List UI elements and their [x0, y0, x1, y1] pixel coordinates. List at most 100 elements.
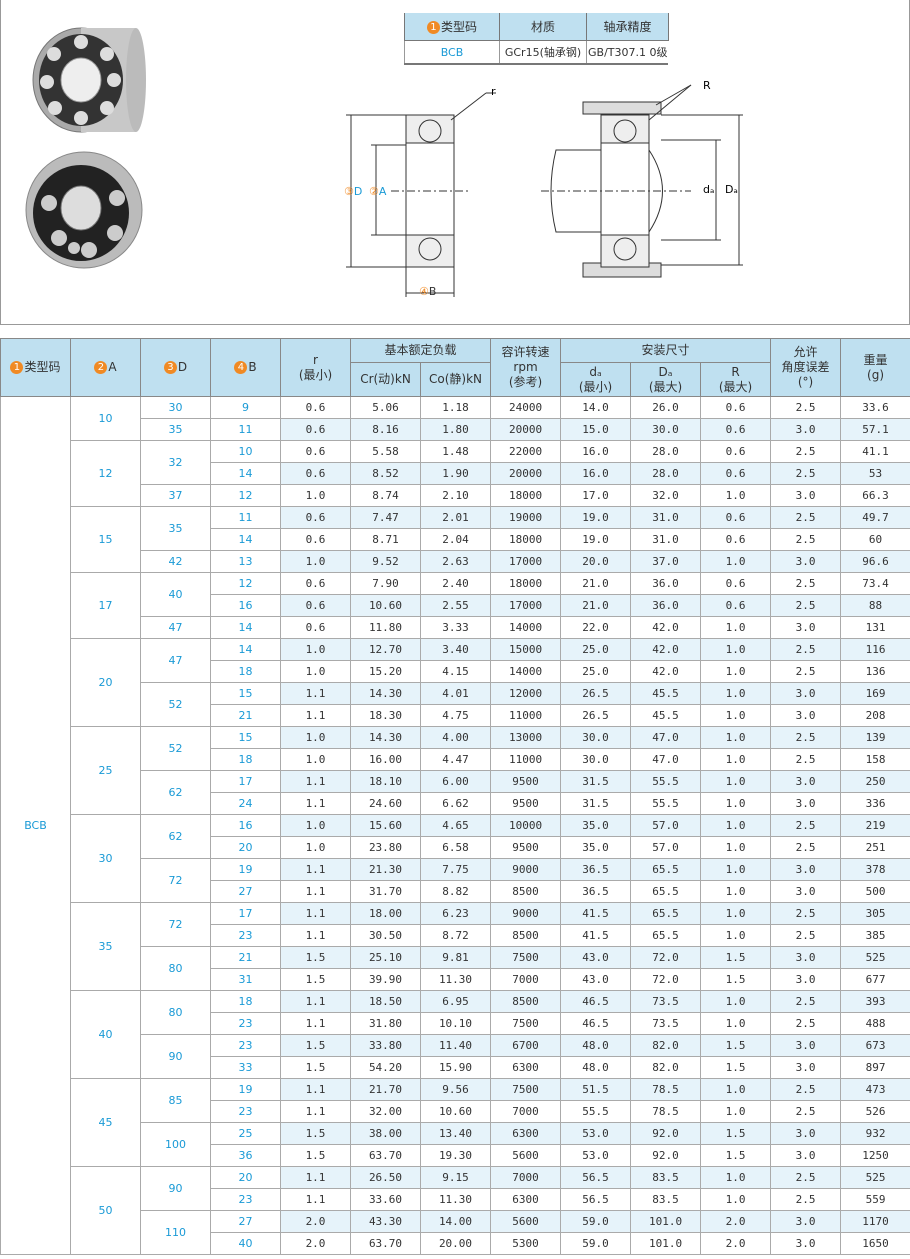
cell-angle: 3.0 [770, 616, 842, 639]
cell-da: 56.5 [560, 1166, 632, 1189]
cell-R: 1.0 [700, 858, 772, 881]
cell-A: 10 [70, 396, 141, 441]
cell-speed: 14000 [490, 660, 562, 683]
bearing-photo-front [25, 151, 143, 269]
cell-Da: 57.0 [630, 836, 702, 859]
cell-r: 0.6 [280, 462, 351, 485]
cell-weight: 677 [840, 968, 910, 991]
cell-B: 16 [210, 814, 281, 837]
cell-R: 1.0 [700, 484, 772, 507]
cell-Da: 65.5 [630, 902, 702, 925]
cell-angle: 2.5 [770, 638, 842, 661]
cell-da: 59.0 [560, 1210, 632, 1233]
cell-angle: 2.5 [770, 814, 842, 837]
cell-speed: 18000 [490, 528, 562, 551]
cell-co: 4.01 [419, 682, 492, 705]
cell-angle: 3.0 [770, 792, 842, 815]
cell-co: 3.40 [419, 638, 492, 661]
cell-weight: 96.6 [840, 550, 910, 573]
cell-speed: 5600 [490, 1210, 562, 1233]
cell-Da: 73.5 [630, 990, 702, 1013]
cell-cr: 18.50 [350, 990, 421, 1013]
cell-R: 0.6 [700, 572, 772, 595]
cell-R: 0.6 [700, 528, 772, 551]
cell-Da: 31.0 [630, 528, 702, 551]
cell-weight: 1650 [840, 1232, 910, 1255]
cell-co: 2.55 [419, 594, 492, 617]
cell-cr: 39.90 [350, 968, 421, 991]
cell-r: 1.1 [280, 1012, 351, 1035]
cell-weight: 169 [840, 682, 910, 705]
cell-r: 0.6 [280, 396, 351, 419]
cell-D: 72 [140, 858, 211, 903]
cell-Da: 45.5 [630, 682, 702, 705]
label-Da: Dₐ [725, 183, 738, 196]
cell-co: 6.23 [419, 902, 492, 925]
cell-Da: 26.0 [630, 396, 702, 419]
cell-Da: 36.0 [630, 572, 702, 595]
cell-A: 17 [70, 572, 141, 639]
cell-angle: 2.5 [770, 1100, 842, 1123]
cell-co: 11.30 [419, 1188, 492, 1211]
cell-speed: 7500 [490, 946, 562, 969]
cell-D: 52 [140, 726, 211, 771]
cell-da: 48.0 [560, 1056, 632, 1079]
cell-B: 11 [210, 418, 281, 441]
cell-type-code: BCB [0, 396, 71, 1255]
cell-angle: 3.0 [770, 1122, 842, 1145]
cell-r: 1.5 [280, 1122, 351, 1145]
cell-B: 21 [210, 704, 281, 727]
cell-r: 1.0 [280, 484, 351, 507]
cell-weight: 393 [840, 990, 910, 1013]
cell-D: 47 [140, 616, 211, 639]
cell-r: 1.1 [280, 682, 351, 705]
cell-cr: 15.60 [350, 814, 421, 837]
cell-R: 1.0 [700, 836, 772, 859]
cell-weight: 66.3 [840, 484, 910, 507]
cell-cr: 63.70 [350, 1232, 421, 1255]
cell-co: 4.00 [419, 726, 492, 749]
cell-r: 1.0 [280, 836, 351, 859]
cell-angle: 3.0 [770, 484, 842, 507]
spec-header-type: 1 类型码 [404, 13, 500, 41]
cell-r: 1.1 [280, 924, 351, 947]
cell-B: 40 [210, 1232, 281, 1255]
cell-B: 10 [210, 440, 281, 463]
cell-da: 46.5 [560, 1012, 632, 1035]
cell-da: 30.0 [560, 748, 632, 771]
cell-cr: 33.80 [350, 1034, 421, 1057]
cell-B: 25 [210, 1122, 281, 1145]
cell-da: 35.0 [560, 836, 632, 859]
cell-co: 15.90 [419, 1056, 492, 1079]
cell-speed: 7500 [490, 1012, 562, 1035]
label-A: ②A [369, 185, 387, 198]
cell-A: 45 [70, 1078, 141, 1167]
table-row: 72 19 1.1 21.30 7.75 9000 36.5 65.5 1.0 3.0 378 [1, 858, 910, 903]
header-r: r (最小) [280, 338, 351, 397]
cell-weight: 208 [840, 704, 910, 727]
cell-cr: 21.30 [350, 858, 421, 881]
cell-D: 30 [140, 396, 211, 419]
cell-r: 1.5 [280, 968, 351, 991]
cell-da: 31.5 [560, 792, 632, 815]
cell-weight: 136 [840, 660, 910, 683]
cell-da: 20.0 [560, 550, 632, 573]
table-row: 23 1.1 32.00 10.60 7000 55.5 78.5 1.0 2.5 526 [1, 1100, 910, 1123]
table-row: 16 0.6 10.60 2.55 17000 21.0 36.0 0.6 2.5 88 [1, 594, 910, 617]
cell-B: 27 [210, 1210, 281, 1233]
cell-R: 1.0 [700, 616, 772, 639]
cell-speed: 11000 [490, 704, 562, 727]
cell-speed: 17000 [490, 550, 562, 573]
cell-speed: 7000 [490, 1100, 562, 1123]
cell-r: 1.5 [280, 1056, 351, 1079]
cell-Da: 42.0 [630, 616, 702, 639]
cell-Da: 55.5 [630, 792, 702, 815]
cell-co: 3.33 [419, 616, 492, 639]
badge-2-icon: 2 [94, 361, 108, 374]
table-row: 27 1.1 31.70 8.82 8500 36.5 65.5 1.0 3.0 500 [1, 880, 910, 903]
cell-B: 31 [210, 968, 281, 991]
cell-B: 12 [210, 572, 281, 595]
cell-da: 21.0 [560, 594, 632, 617]
cell-co: 4.75 [419, 704, 492, 727]
table-row: 21 1.1 18.30 4.75 11000 26.5 45.5 1.0 3.0 208 [1, 704, 910, 727]
